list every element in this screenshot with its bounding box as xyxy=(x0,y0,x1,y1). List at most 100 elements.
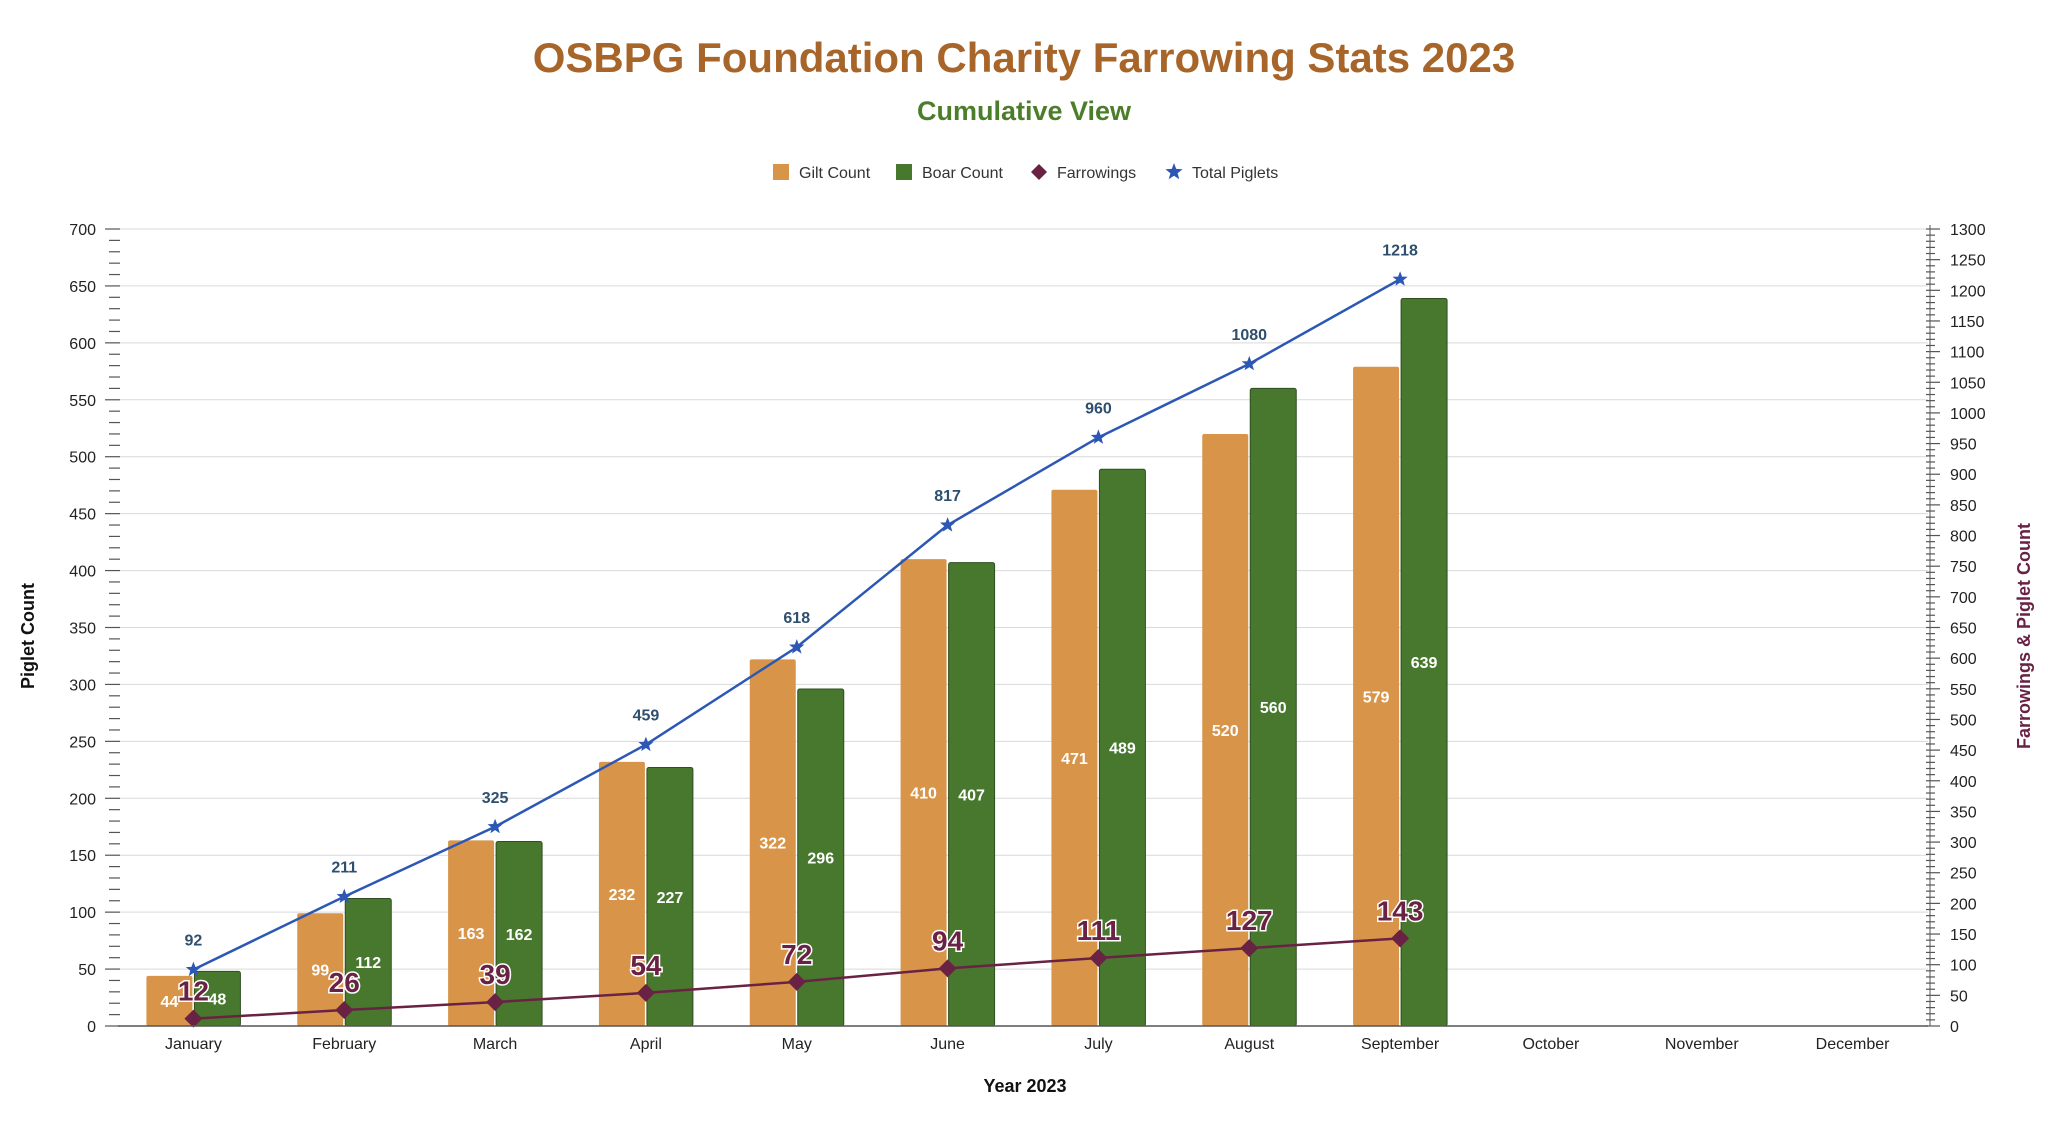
total-piglets-label: 817 xyxy=(934,488,961,505)
right-tick-label: 450 xyxy=(1950,743,1977,760)
right-axis: 0 50 100 150 200 250 300 350 400 450 500 550 600 650 7… xyxy=(1926,222,1986,1036)
bar-gilt-count xyxy=(749,659,796,1026)
legend-swatch xyxy=(773,164,789,180)
left-tick-label: 600 xyxy=(69,336,96,353)
bars xyxy=(146,297,1448,1027)
right-tick-label: 150 xyxy=(1950,927,1977,944)
right-tick-label: 1100 xyxy=(1950,345,1985,362)
left-tick-label: 500 xyxy=(69,450,96,467)
bar-value-label: 471 xyxy=(1061,751,1088,768)
y-axis-title: Piglet Count xyxy=(18,583,38,689)
bar-value-label: 227 xyxy=(657,890,684,907)
legend-label: Gilt Count xyxy=(799,165,871,182)
right-tick-label: 850 xyxy=(1950,498,1977,515)
left-tick-label: 50 xyxy=(78,962,96,979)
total-piglets-marker xyxy=(336,888,352,904)
total-piglets-marker xyxy=(185,961,201,977)
left-tick-label: 0 xyxy=(87,1019,96,1036)
bar-gilt-count xyxy=(448,840,495,1026)
bar-value-label: 579 xyxy=(1363,689,1390,706)
x-tick-label: May xyxy=(782,1036,812,1053)
x-tick-label: August xyxy=(1224,1036,1274,1053)
total-piglets-marker xyxy=(789,639,805,654)
bar-value-label: 489 xyxy=(1109,741,1136,758)
total-piglets-label: 92 xyxy=(185,933,203,950)
right-tick-label: 400 xyxy=(1950,774,1977,791)
total-piglets-marker xyxy=(1241,355,1257,371)
x-axis: January February March April May June July Augu… xyxy=(118,1025,1928,1053)
left-axis: 0 50 100 150 200 250 300 350 400 450 500 550 600 650 7… xyxy=(69,222,120,1036)
farrowings-marker xyxy=(335,1001,354,1020)
total-piglets-label: 325 xyxy=(482,790,509,807)
total-piglets-marker xyxy=(1090,429,1106,444)
right-tick-label: 0 xyxy=(1950,1019,1959,1036)
bar-gilt-count xyxy=(1051,489,1098,1026)
right-tick-label: 950 xyxy=(1950,437,1977,454)
total-piglets-label: 618 xyxy=(783,610,810,627)
farrowings-marker xyxy=(636,983,655,1002)
right-tick-label: 1000 xyxy=(1950,406,1986,423)
bar-value-label: 520 xyxy=(1212,723,1239,740)
bar-value-label: 163 xyxy=(458,926,485,943)
right-tick-label: 900 xyxy=(1950,467,1977,484)
series-lines xyxy=(184,271,1410,1028)
data-labels: 44 48 99 112 163 162 232 227 322 296 410 407 471 489 5… xyxy=(161,242,1438,1011)
bar-gilt-count xyxy=(598,761,645,1026)
right-tick-label: 700 xyxy=(1950,590,1977,607)
bar-value-label: 560 xyxy=(1260,700,1287,717)
total-piglets-marker xyxy=(940,517,956,532)
bar-value-label: 232 xyxy=(609,887,636,904)
left-tick-label: 250 xyxy=(69,734,96,751)
left-tick-label: 700 xyxy=(69,222,96,239)
total-piglets-label: 459 xyxy=(633,708,660,725)
bar-gilt-count xyxy=(1202,433,1249,1026)
total-piglets-label: 1218 xyxy=(1382,242,1418,259)
left-tick-label: 550 xyxy=(69,393,96,410)
right-tick-label: 550 xyxy=(1950,682,1977,699)
farrowings-marker xyxy=(184,1009,203,1028)
right-tick-label: 1050 xyxy=(1950,375,1986,392)
right-tick-label: 250 xyxy=(1950,866,1977,883)
farrowings-label: 127 xyxy=(1226,905,1273,936)
total-piglets-label: 960 xyxy=(1085,400,1112,417)
x-tick-label: October xyxy=(1522,1036,1580,1053)
right-tick-label: 350 xyxy=(1950,804,1977,821)
right-tick-label: 1150 xyxy=(1950,314,1985,331)
left-tick-label: 200 xyxy=(69,791,96,808)
right-tick-label: 50 xyxy=(1950,988,1968,1005)
total-piglets-marker xyxy=(638,736,654,752)
total-piglets-marker xyxy=(1392,271,1408,286)
x-tick-label: November xyxy=(1665,1036,1739,1053)
right-tick-label: 500 xyxy=(1950,712,1977,729)
legend: Gilt Count Boar Count Farrowings Total Pigl… xyxy=(773,163,1278,182)
right-tick-label: 600 xyxy=(1950,651,1977,668)
legend-label: Total Piglets xyxy=(1192,165,1278,182)
x-axis-title: Year 2023 xyxy=(983,1076,1066,1096)
farrowings-label: 54 xyxy=(630,950,662,981)
farrowings-marker xyxy=(938,959,957,978)
legend-label: Boar Count xyxy=(922,165,1003,182)
farrowings-marker xyxy=(1391,929,1410,948)
x-tick-label: April xyxy=(630,1036,662,1053)
legend-item: Farrowings xyxy=(1031,164,1136,182)
x-tick-label: September xyxy=(1361,1036,1440,1053)
x-tick-label: December xyxy=(1816,1036,1890,1053)
right-tick-label: 100 xyxy=(1950,958,1977,975)
farrowings-marker xyxy=(1240,939,1259,958)
bar-value-label: 296 xyxy=(807,850,834,867)
right-tick-label: 650 xyxy=(1950,621,1977,638)
farrowings-label: 111 xyxy=(1077,915,1121,946)
left-tick-label: 350 xyxy=(69,621,96,638)
chart-subtitle: Cumulative View xyxy=(916,96,1132,126)
farrowings-marker xyxy=(787,972,806,991)
left-tick-label: 650 xyxy=(69,279,96,296)
x-tick-label: January xyxy=(165,1036,222,1053)
farrowings-label: 143 xyxy=(1377,895,1424,926)
farrowings-label: 94 xyxy=(932,925,964,956)
legend-item: Boar Count xyxy=(896,164,1003,182)
bar-value-label: 410 xyxy=(910,786,937,803)
y2-axis-title: Farrowings & Piglet Count xyxy=(2014,523,2034,749)
legend-label: Farrowings xyxy=(1057,165,1136,182)
legend-swatch xyxy=(1031,164,1047,180)
